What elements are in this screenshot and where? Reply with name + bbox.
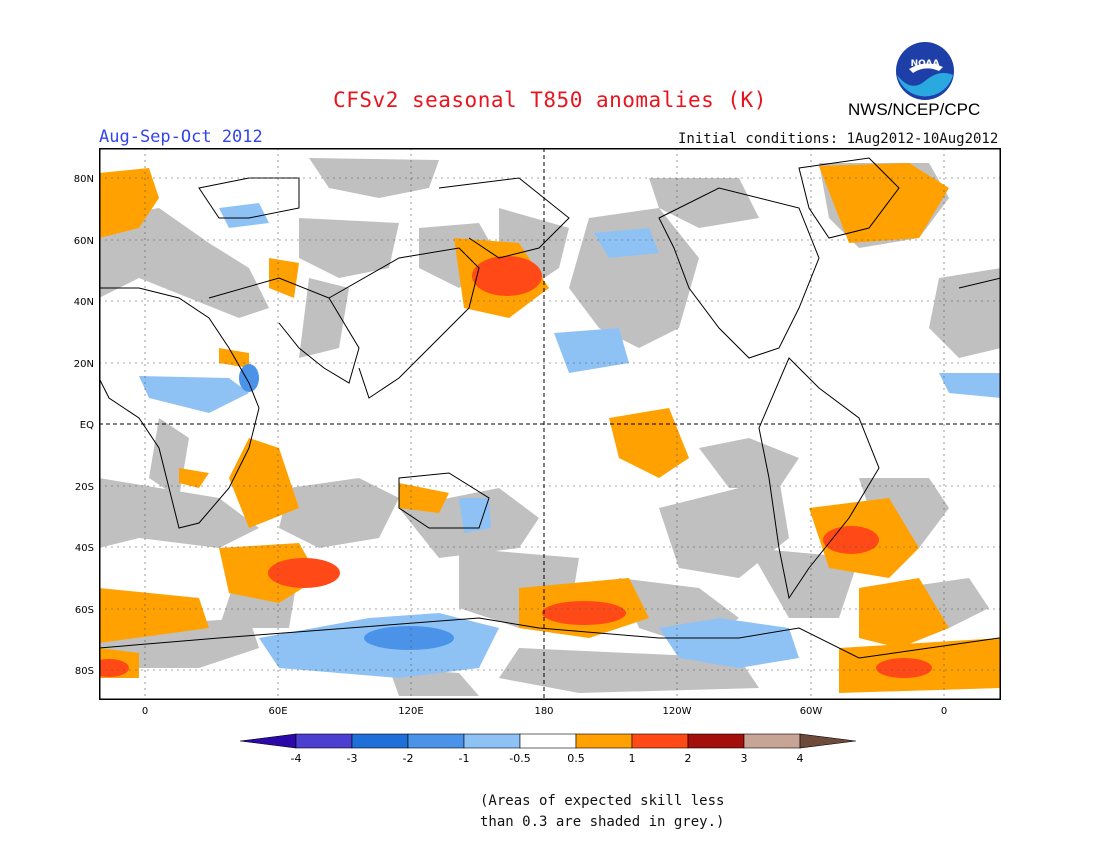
colorbar-cell	[407, 733, 465, 749]
skill-note-line2: than 0.3 are shaded in grey.)	[480, 814, 725, 830]
colorbar-cell	[575, 733, 633, 749]
colorbar-cell	[351, 733, 409, 749]
agency-label: NWS/NCEP/CPC	[848, 100, 981, 119]
lon-label: 180	[534, 706, 553, 717]
colorbar-label: 2	[685, 752, 692, 765]
lon-label: 0	[142, 706, 148, 717]
map-title: CFSv2 seasonal T850 anomalies (K)	[333, 88, 767, 112]
lat-axis: 80N 60N 40N 20N EQ 20S 40S 60S 80S	[74, 174, 94, 677]
equator-dateline	[99, 148, 1001, 700]
warm-anomaly-05-1	[99, 163, 1001, 693]
lon-label: 60E	[268, 706, 287, 717]
colorbar-label: -3	[347, 752, 358, 765]
colorbar-label: 4	[797, 752, 804, 765]
lat-label: 80S	[75, 666, 94, 677]
anomaly-map	[99, 148, 1001, 700]
noaa-logo: NOAA	[895, 41, 955, 101]
colorbar-cell	[519, 733, 577, 749]
lon-label: 0	[941, 706, 947, 717]
colorbar-cell	[463, 733, 521, 749]
noaa-logo-icon: NOAA	[896, 42, 954, 100]
lon-label: 120W	[663, 706, 692, 717]
colorbar-arrow-high	[799, 733, 857, 749]
lat-label: 80N	[74, 174, 94, 185]
colorbar-cell	[631, 733, 689, 749]
colorbar-cell	[743, 733, 801, 749]
colorbar-label: -1	[459, 752, 470, 765]
logo-text: NOAA	[911, 59, 940, 69]
lon-label: 60W	[800, 706, 823, 717]
skill-note-line1: (Areas of expected skill less	[480, 793, 725, 809]
lat-label: 40N	[74, 297, 94, 308]
colorbar-label: 1	[629, 752, 636, 765]
colorbar-cell	[687, 733, 745, 749]
colorbar: -4 -3 -2 -1 -0.5 0.5 1 2 3 4	[239, 733, 857, 765]
colorbar-label: -2	[403, 752, 414, 765]
colorbar-label: -4	[291, 752, 302, 765]
cool-anomaly-strong	[239, 364, 454, 650]
lat-label: 60S	[75, 605, 94, 616]
colorbar-label: 0.5	[567, 752, 585, 765]
lon-axis: 0 60E 120E 180 120W 60W 0	[142, 706, 947, 717]
lat-label: 20S	[75, 482, 94, 493]
season-label: Aug-Sep-Oct 2012	[99, 127, 263, 147]
map-frame	[99, 148, 1001, 700]
lat-label: 40S	[75, 543, 94, 554]
lat-label: 20N	[74, 359, 94, 370]
colorbar-arrow-low	[239, 733, 297, 749]
colorbar-label: 3	[741, 752, 748, 765]
lon-label: 120E	[398, 706, 423, 717]
colorbar-label: -0.5	[509, 752, 530, 765]
initial-conditions-label: Initial conditions: 1Aug2012-10Aug2012	[678, 131, 999, 147]
lat-label: EQ	[80, 420, 94, 431]
lat-label: 60N	[74, 236, 94, 247]
colorbar-cell	[295, 733, 353, 749]
skill-note: (Areas of expected skill less than 0.3 a…	[480, 791, 724, 833]
